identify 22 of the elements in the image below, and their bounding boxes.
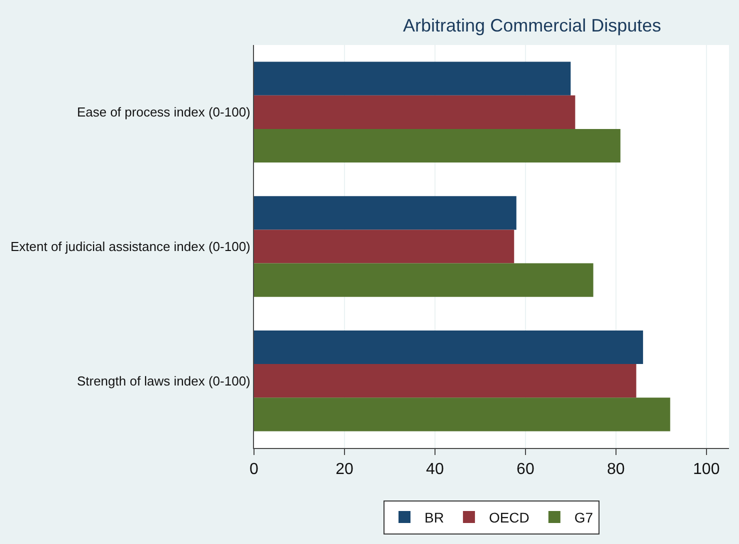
legend-label: BR (424, 509, 444, 526)
legend-label: OECD (488, 509, 530, 526)
legend-label: G7 (574, 509, 594, 526)
x-tick-label: 80 (607, 461, 625, 478)
y-tick-label: Strength of laws index (0-100) (76, 373, 250, 388)
x-tick-label: 20 (336, 461, 354, 478)
x-tick-label: 60 (516, 461, 534, 478)
bar (254, 95, 576, 129)
y-tick-label: Extent of judicial assistance index (0-100) (10, 239, 250, 254)
x-tick-label: 40 (426, 461, 444, 478)
bar (254, 263, 594, 297)
bar (254, 330, 644, 364)
bar (254, 196, 516, 230)
x-tick-label: 0 (250, 461, 259, 478)
chart-title: Arbitrating Commercial Disputes (403, 16, 662, 36)
bar (254, 398, 670, 432)
bar (254, 128, 620, 163)
y-tick-label: Ease of process index (0-100) (76, 104, 250, 120)
bar (254, 230, 514, 264)
bar (254, 62, 571, 96)
x-tick-label: 100 (693, 461, 720, 478)
bar (254, 364, 636, 398)
